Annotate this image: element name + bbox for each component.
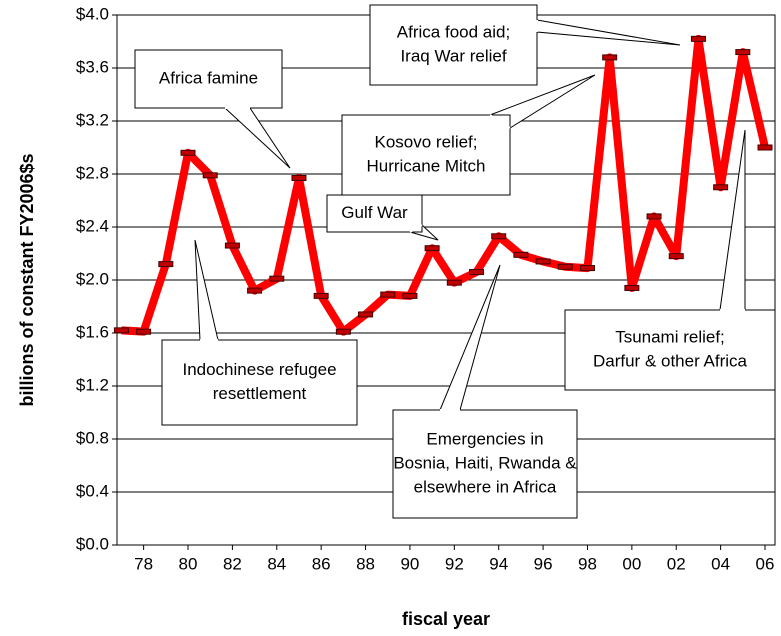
data-point xyxy=(158,261,174,268)
x-tick-label: 02 xyxy=(667,554,686,573)
annotation-text: elsewhere in Africa xyxy=(414,477,557,496)
y-tick-label: $0.0 xyxy=(76,534,109,553)
y-tick-label: $1.2 xyxy=(76,375,109,394)
data-point xyxy=(624,284,640,291)
data-point xyxy=(247,287,263,294)
data-point xyxy=(335,328,351,335)
data-point xyxy=(291,174,307,181)
x-tick-label: 80 xyxy=(179,554,198,573)
data-point xyxy=(690,35,706,42)
x-tick-label: 96 xyxy=(534,554,553,573)
data-line xyxy=(121,34,769,336)
data-point xyxy=(313,292,329,299)
x-axis-label: fiscal year xyxy=(402,609,490,629)
data-point xyxy=(446,279,462,286)
y-tick-label: $2.4 xyxy=(76,216,109,235)
data-point xyxy=(646,213,662,220)
data-point xyxy=(113,327,129,334)
x-tick-label: 92 xyxy=(445,554,464,573)
annotation-text: Tsunami relief; xyxy=(615,327,725,346)
data-point xyxy=(735,49,751,56)
data-point xyxy=(402,292,418,299)
data-point xyxy=(380,291,396,298)
y-axis-label: billions of constant FY2006$s xyxy=(17,153,37,406)
callout-gap xyxy=(489,114,511,129)
y-tick-label: $1.6 xyxy=(76,322,109,341)
annotation-text: Hurricane Mitch xyxy=(366,156,485,175)
y-tick-label: $0.4 xyxy=(76,481,109,500)
data-point xyxy=(358,311,374,318)
data-point xyxy=(491,233,507,240)
data-point xyxy=(757,144,773,151)
annotation-text: Kosovo relief; xyxy=(375,132,478,151)
callout-box xyxy=(564,309,776,391)
data-point xyxy=(424,245,440,252)
callout-box xyxy=(392,409,578,519)
data-point xyxy=(269,275,285,282)
x-tick-label: 98 xyxy=(578,554,597,573)
x-tick-label: 90 xyxy=(400,554,419,573)
y-tick-label: $4.0 xyxy=(76,4,109,23)
annotation-text: Iraq War relief xyxy=(400,46,506,65)
x-tick-label: 82 xyxy=(223,554,242,573)
callout-box xyxy=(369,4,538,86)
x-tick-label: 94 xyxy=(489,554,508,573)
y-tick-label: $0.8 xyxy=(76,428,109,447)
x-tick-label: 78 xyxy=(134,554,153,573)
data-point xyxy=(136,328,152,335)
callout-box xyxy=(134,49,283,109)
y-tick-label: $2.8 xyxy=(76,163,109,182)
y-tick-label: $2.0 xyxy=(76,269,109,288)
data-point xyxy=(535,258,551,265)
y-tick-label: $3.6 xyxy=(76,57,109,76)
data-point xyxy=(602,54,618,61)
data-point xyxy=(513,251,529,258)
annotation-text: resettlement xyxy=(213,384,307,403)
callout-box xyxy=(326,194,423,233)
annotation-text: Darfur & other Africa xyxy=(593,351,748,370)
annotation-text: Indochinese refugee xyxy=(182,360,336,379)
annotation-text: Emergencies in xyxy=(426,429,543,448)
x-tick-label: 04 xyxy=(711,554,730,573)
data-point xyxy=(713,184,729,191)
y-tick-label: $3.2 xyxy=(76,110,109,129)
data-point xyxy=(224,242,240,249)
data-point xyxy=(579,265,595,272)
data-point xyxy=(668,253,684,260)
data-point xyxy=(469,269,485,276)
x-tick-label: 00 xyxy=(622,554,641,573)
annotation-text: Africa famine xyxy=(159,68,258,87)
x-tick-label: 84 xyxy=(267,554,286,573)
data-point xyxy=(202,172,218,179)
annotation-text: Bosnia, Haiti, Rwanda & xyxy=(393,453,577,472)
callout-gap xyxy=(409,224,423,233)
callout-box xyxy=(161,339,358,426)
x-tick-label: 06 xyxy=(756,554,775,573)
x-tick-label: 88 xyxy=(356,554,375,573)
callout-box xyxy=(341,114,511,196)
data-point xyxy=(180,149,196,156)
data-point xyxy=(557,263,573,270)
x-tick-label: 86 xyxy=(312,554,331,573)
annotation-text: Gulf War xyxy=(341,203,408,222)
annotation-text: Africa food aid; xyxy=(397,22,510,41)
